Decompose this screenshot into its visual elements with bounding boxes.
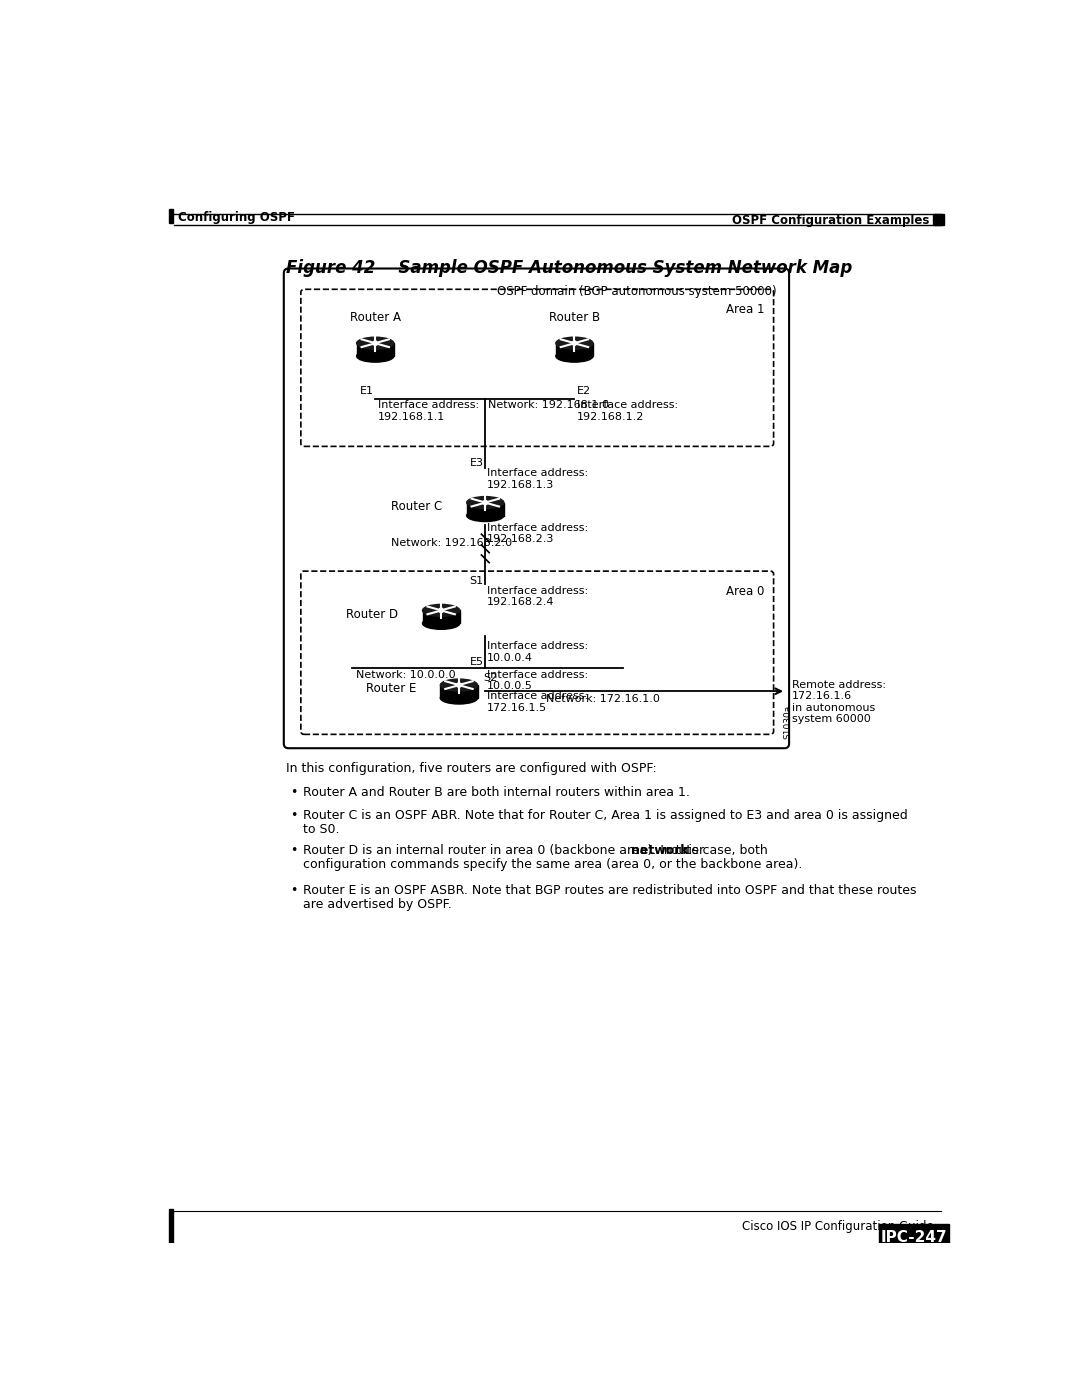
- Text: •: •: [291, 884, 297, 897]
- Bar: [170, 1208, 173, 1243]
- Ellipse shape: [422, 617, 460, 629]
- Bar: [879, 1224, 948, 1248]
- Text: Router A and Router B are both internal routers within area 1.: Router A and Router B are both internal …: [303, 787, 690, 799]
- Circle shape: [373, 341, 378, 345]
- Circle shape: [572, 341, 577, 345]
- Text: E2: E2: [577, 387, 591, 397]
- Ellipse shape: [356, 337, 394, 349]
- Text: Figure 42    Sample OSPF Autonomous System Network Map: Figure 42 Sample OSPF Autonomous System …: [286, 258, 852, 277]
- Text: Remote address:
172.16.1.6
in autonomous
system 60000: Remote address: 172.16.1.6 in autonomous…: [793, 680, 887, 725]
- Text: Router E is an OSPF ASBR. Note that BGP routes are redistributed into OSPF and t: Router E is an OSPF ASBR. Note that BGP …: [303, 884, 917, 897]
- Circle shape: [483, 500, 487, 504]
- Text: S1030a: S1030a: [783, 704, 792, 739]
- Text: E5: E5: [470, 657, 484, 666]
- Text: OSPF domain (BGP autonomous system 50000): OSPF domain (BGP autonomous system 50000…: [497, 285, 777, 299]
- Text: Network: 192.168.1.0: Network: 192.168.1.0: [488, 400, 609, 411]
- Circle shape: [457, 683, 461, 687]
- Text: Interface address:
192.168.2.4: Interface address: 192.168.2.4: [487, 585, 588, 608]
- Text: S0: S0: [470, 511, 484, 521]
- Text: Network: 172.16.1.0: Network: 172.16.1.0: [545, 693, 660, 704]
- Text: Interface address:
192.168.1.2: Interface address: 192.168.1.2: [577, 400, 678, 422]
- Text: network: network: [632, 844, 689, 856]
- Text: Router E: Router E: [366, 682, 416, 696]
- Ellipse shape: [556, 337, 593, 349]
- Text: to S0.: to S0.: [303, 823, 340, 835]
- Ellipse shape: [441, 679, 477, 692]
- Text: Network: 10.0.0.0: Network: 10.0.0.0: [356, 669, 456, 680]
- Text: Router C is an OSPF ABR. Note that for Router C, Area 1 is assigned to E3 and ar: Router C is an OSPF ABR. Note that for R…: [303, 809, 908, 821]
- FancyBboxPatch shape: [301, 571, 773, 735]
- Ellipse shape: [356, 351, 394, 362]
- Text: S1: S1: [470, 576, 484, 585]
- Text: router: router: [662, 844, 704, 856]
- Text: E3: E3: [470, 458, 484, 468]
- Text: IPC-247: IPC-247: [880, 1229, 947, 1245]
- Text: Interface address:
172.16.1.5: Interface address: 172.16.1.5: [487, 692, 588, 712]
- Bar: [556, 344, 593, 356]
- Text: Area 0: Area 0: [726, 585, 765, 598]
- Bar: [441, 685, 477, 698]
- Text: S2: S2: [484, 673, 498, 683]
- Bar: [933, 214, 944, 225]
- Text: Interface address:
10.0.0.4: Interface address: 10.0.0.4: [487, 641, 588, 662]
- Text: •: •: [291, 787, 297, 799]
- Bar: [422, 610, 460, 623]
- Text: Router D: Router D: [347, 608, 399, 620]
- Ellipse shape: [441, 692, 477, 704]
- Text: E1: E1: [360, 387, 374, 397]
- Text: Cisco IOS IP Configuration Guide: Cisco IOS IP Configuration Guide: [742, 1220, 933, 1234]
- Ellipse shape: [467, 510, 504, 521]
- Ellipse shape: [422, 605, 460, 616]
- Text: In this configuration, five routers are configured with OSPF:: In this configuration, five routers are …: [286, 763, 657, 775]
- Text: Router C: Router C: [391, 500, 443, 513]
- Text: Area 1: Area 1: [726, 303, 765, 316]
- Circle shape: [438, 608, 444, 613]
- Ellipse shape: [556, 351, 593, 362]
- Text: are advertised by OSPF.: are advertised by OSPF.: [303, 898, 451, 911]
- Text: OSPF Configuration Examples: OSPF Configuration Examples: [732, 214, 930, 226]
- Text: Interface address:
192.168.1.3: Interface address: 192.168.1.3: [487, 468, 588, 489]
- Text: E4: E4: [429, 622, 443, 631]
- Text: Configuring OSPF: Configuring OSPF: [177, 211, 295, 224]
- Text: Interface address:
192.168.1.1: Interface address: 192.168.1.1: [378, 400, 478, 422]
- Text: •: •: [291, 844, 297, 856]
- Text: configuration commands specify the same area (area 0, or the backbone area).: configuration commands specify the same …: [303, 858, 802, 870]
- Text: •: •: [291, 809, 297, 821]
- Text: Router B: Router B: [549, 312, 600, 324]
- FancyBboxPatch shape: [284, 268, 789, 749]
- Bar: [170, 210, 173, 224]
- Bar: [467, 503, 504, 515]
- FancyBboxPatch shape: [301, 289, 773, 447]
- Text: Interface address:
10.0.0.5: Interface address: 10.0.0.5: [487, 669, 588, 692]
- Bar: [356, 344, 394, 356]
- Text: Router D is an internal router in area 0 (backbone area). In this case, both: Router D is an internal router in area 0…: [303, 844, 772, 856]
- Text: Router A: Router A: [350, 312, 401, 324]
- Text: Interface address:
192.168.2.3: Interface address: 192.168.2.3: [487, 522, 588, 545]
- Text: Network: 192.168.2.0: Network: 192.168.2.0: [391, 538, 512, 549]
- Ellipse shape: [467, 496, 504, 509]
